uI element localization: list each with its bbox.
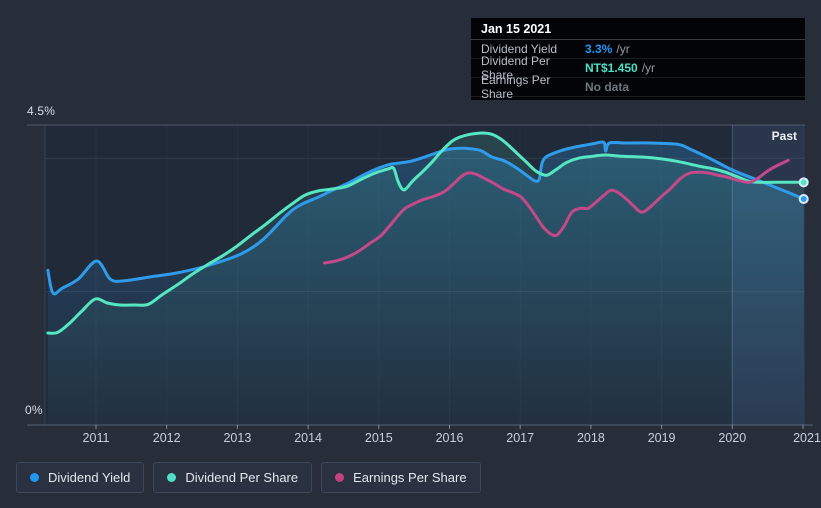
y-axis-min-label: 0% [25,403,43,417]
x-tick-label: 2011 [83,431,110,445]
tooltip-row-value: NT$1.450 [585,61,638,75]
chart-tooltip: Jan 15 2021 Dividend Yield 3.3%/yr Dividen… [471,18,805,101]
tooltip-row-earnings-per-share: Earnings Per Share No data [471,73,805,101]
x-tick-label: 2019 [648,431,676,445]
tooltip-row-label: Dividend Per Share [481,54,550,82]
tooltip-date: Jan 15 2021 [471,18,805,40]
tooltip-row-label: Earnings Per Share [481,73,551,101]
tooltip-row-value: No data [585,80,630,94]
x-tick-label: 2021 [793,431,821,445]
tooltip-row-value: 3.3% [585,42,613,56]
legend-item-label: Earnings Per Share [353,470,467,485]
x-tick-label: 2015 [365,431,393,445]
x-tick-label: 2016 [436,431,464,445]
legend-color-dot-icon [30,473,39,482]
past-region-label: Past [771,129,797,143]
legend-item-dividend-yield[interactable]: Dividend Yield [16,462,145,493]
area-fill-dividend-per-share [47,133,804,425]
x-tick-label: 2014 [294,431,322,445]
y-axis-max-label: 4.5% [27,104,56,118]
legend-item-dividend-per-share[interactable]: Dividend Per Share [153,462,313,493]
tooltip-row-dividend-per-share: Dividend Per Share NT$1.450/yr [471,54,805,82]
series-end-dot-dividend-per-share[interactable] [798,177,809,188]
series-line-dividend-yield[interactable] [46,140,806,296]
series-end-dot-dividend-yield[interactable] [798,193,809,204]
legend-item-earnings-per-share[interactable]: Earnings Per Share [321,462,481,493]
tooltip-row-unit: /yr [641,61,656,75]
legend-item-label: Dividend Per Share [185,470,299,485]
legend-item-label: Dividend Yield [48,470,131,485]
tooltip-row-unit: /yr [616,42,630,56]
legend-color-dot-icon [167,473,177,482]
tooltip-row-label: Dividend Yield [481,42,558,56]
x-tick-label: 2018 [577,431,605,445]
x-tick-label: 2013 [223,431,251,445]
chart-legend: Dividend Yield Dividend Per Share Earnings… [16,462,481,493]
tooltip-row-dividend-yield: Dividend Yield 3.3%/yr [471,40,805,59]
x-tick-label: 2017 [506,431,534,445]
x-tick-label: 2012 [153,431,181,445]
series-line-dividend-per-share[interactable] [46,131,806,335]
legend-color-dot-icon [335,473,345,482]
series-line-earnings-per-share[interactable] [322,158,790,265]
x-tick-label: 2020 [718,431,746,445]
